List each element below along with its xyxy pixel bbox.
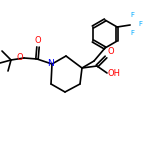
Text: O: O [107, 47, 114, 56]
Text: N: N [48, 59, 54, 67]
Text: O: O [16, 52, 23, 62]
Text: F: F [138, 21, 142, 27]
Text: F: F [130, 30, 134, 36]
Text: O: O [35, 36, 41, 45]
Text: OH: OH [108, 69, 121, 78]
Text: F: F [130, 12, 134, 18]
